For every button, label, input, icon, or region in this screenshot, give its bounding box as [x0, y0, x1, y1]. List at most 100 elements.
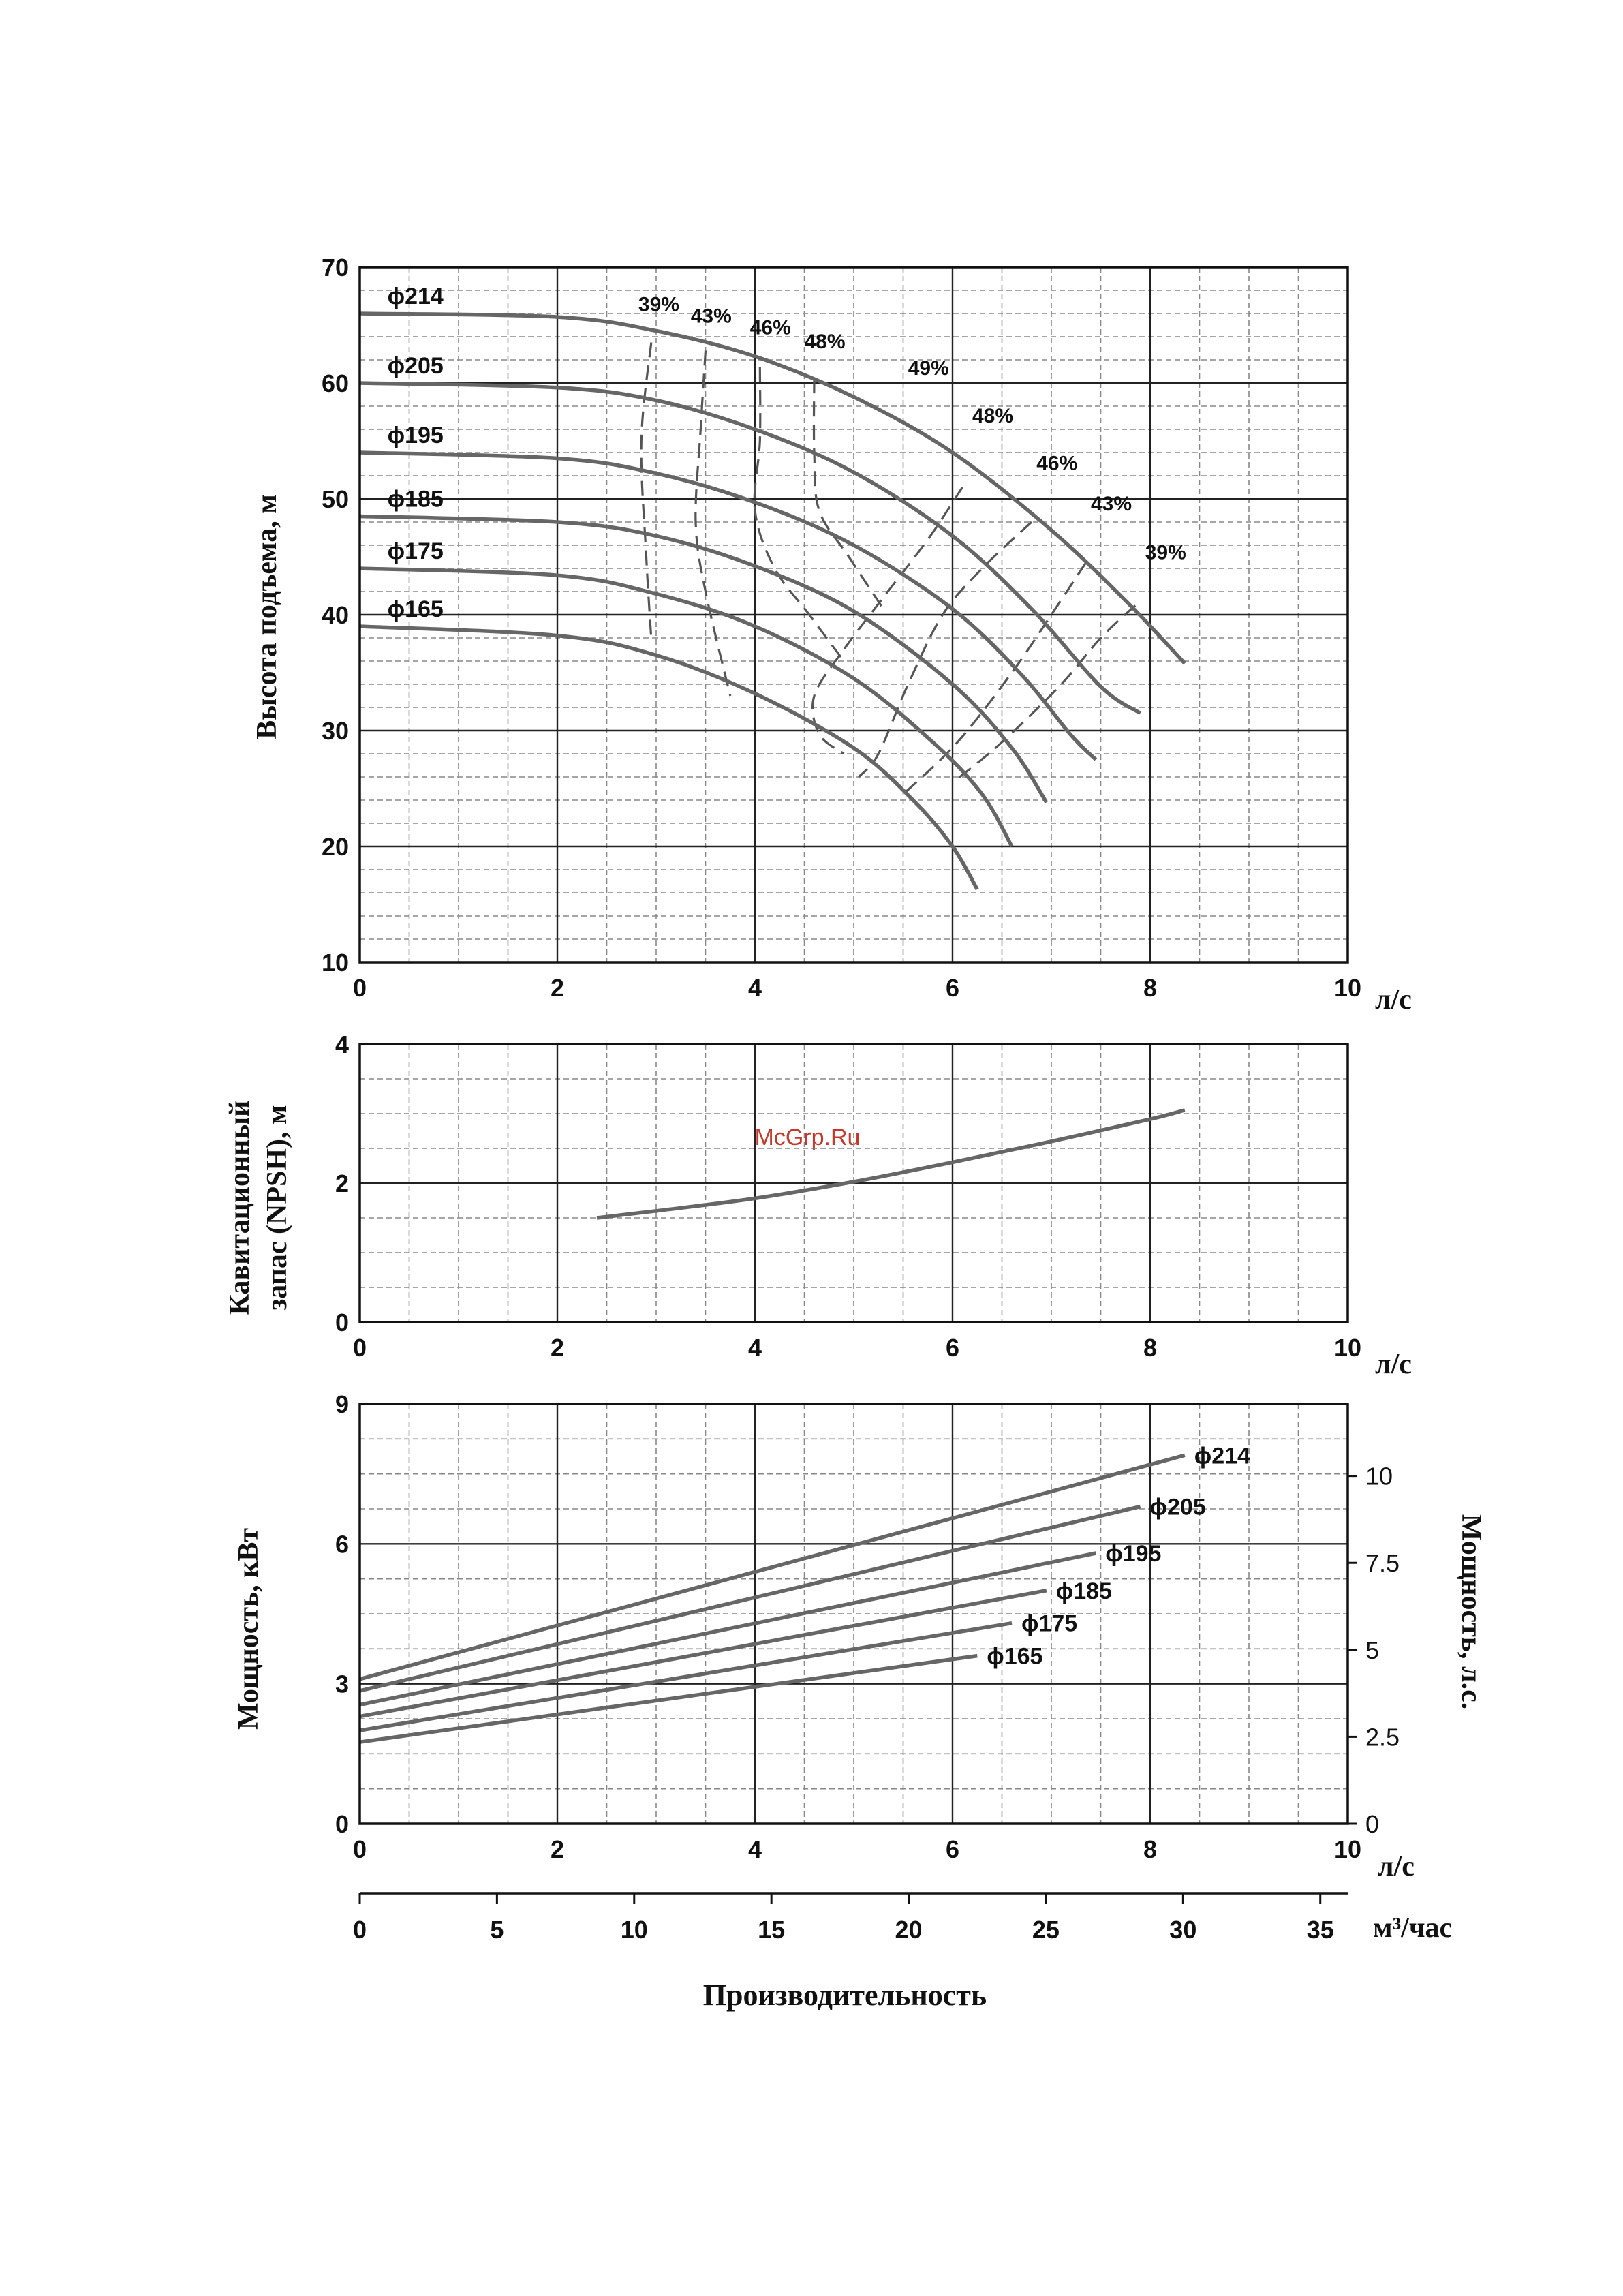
x-tick-label: 2: [551, 1334, 564, 1362]
power-series-label: ϕ205: [1150, 1495, 1206, 1520]
efficiency-line: [753, 367, 845, 662]
efficiency-line: [951, 604, 1137, 784]
right-y-tick-label: 10: [1365, 1463, 1393, 1490]
head-series-label: ϕ165: [388, 596, 444, 622]
head-chart: ϕ214 ϕ205 ϕ195 ϕ185 ϕ175 ϕ165 39% 43% 46% 48% 49% 4…: [251, 254, 1412, 1015]
power-curve: [359, 1589, 1047, 1719]
y-tick-label: 6: [335, 1530, 349, 1558]
y-tick-label: 0: [335, 1308, 349, 1336]
power-y-label: Мощность, кВт: [233, 1528, 264, 1730]
right-y-tick-label: 5: [1365, 1636, 1379, 1664]
m3h-tick-label: 5: [490, 1916, 504, 1944]
y-tick-label: 70: [322, 254, 349, 281]
y-tick-label: 2: [335, 1169, 349, 1197]
head-curve: [359, 566, 1014, 848]
efficiency-line: [902, 562, 1087, 795]
y-tick-label: 40: [322, 601, 349, 629]
plot-frame: [358, 266, 1349, 964]
efficiency-label: 43%: [691, 305, 732, 328]
head-curves: ϕ214 ϕ205 ϕ195 ϕ185 ϕ175 ϕ165 39% 43% 46% 48% 49% 4…: [359, 284, 1186, 891]
power-curve: [359, 1653, 978, 1744]
y-tick-label: 10: [322, 949, 349, 977]
x-tick-label: 0: [353, 1334, 367, 1362]
m3h-tick-label: 10: [621, 1916, 648, 1944]
m3h-tick-label: 25: [1032, 1916, 1060, 1944]
efficiency-label: 46%: [1036, 453, 1077, 475]
y-tick-label: 0: [335, 1810, 349, 1838]
x-axis-title: Производительность: [703, 1978, 987, 2012]
head-curve: [359, 624, 979, 891]
npsh-x-unit: л/с: [1375, 1349, 1412, 1380]
efficiency-label: 46%: [750, 317, 791, 339]
efficiency-line: [694, 350, 732, 697]
right-y-tick-label: 0: [1365, 1810, 1379, 1838]
head-grid: [358, 266, 1349, 964]
m3h-tick-label: 15: [758, 1916, 785, 1944]
power-curve: [359, 1621, 1013, 1732]
x-tick-label: 2: [551, 974, 564, 1002]
efficiency-label: 48%: [805, 331, 846, 353]
x-tick-label: 6: [946, 1334, 959, 1362]
y-tick-label: 3: [335, 1670, 349, 1698]
m3h-tick-label: 20: [895, 1916, 923, 1944]
power-x-unit: л/с: [1378, 1851, 1415, 1882]
x-tick-label: 8: [1143, 1334, 1157, 1362]
power-series-label: ϕ165: [987, 1644, 1042, 1670]
y-tick-label: 50: [322, 485, 349, 513]
head-axes: 0 2 4 6 8 10 10 20 30 40 50 60 70: [322, 254, 1361, 1002]
y-tick-label: 4: [335, 1030, 349, 1058]
head-series-label: ϕ214: [388, 284, 444, 309]
y-tick-label: 30: [322, 717, 349, 745]
plot-frame: [358, 1403, 1349, 1825]
head-curve: [359, 311, 1186, 665]
x-tick-label: 2: [551, 1835, 564, 1863]
efficiency-line: [640, 342, 653, 639]
power-series-label: ϕ195: [1105, 1541, 1161, 1567]
x-tick-label: 4: [748, 974, 762, 1002]
watermark: McGrp.Ru: [755, 1124, 861, 1150]
npsh-y-label-line1: Кавитационный: [224, 1101, 256, 1315]
plot-frame: [358, 1043, 1349, 1323]
y-tick-label: 9: [335, 1390, 349, 1418]
npsh-curve: [596, 1108, 1186, 1220]
head-series-label: ϕ185: [388, 487, 444, 512]
x-tick-label: 4: [748, 1334, 762, 1362]
power-series-label: ϕ175: [1021, 1611, 1077, 1637]
power-y-label-right: Мощность, л.с.: [1455, 1514, 1487, 1709]
power-curve: [359, 1453, 1186, 1681]
head-curve: [359, 450, 1098, 761]
npsh-chart: 0 2 4 6 8 10 0 2 4 л/с Кавитационный запас (NPSH…: [224, 1030, 1412, 1380]
m3h-axis: 0 5 10 15 20 25 30 35: [353, 1892, 1348, 1944]
head-curve: [359, 514, 1049, 803]
power-curve: [359, 1551, 1096, 1707]
y-tick-label: 60: [322, 369, 349, 397]
x-tick-label: 6: [946, 1835, 959, 1863]
npsh-curve: [596, 1108, 1186, 1220]
head-series-label: ϕ205: [388, 353, 444, 379]
y-tick-label: 20: [322, 833, 349, 861]
x-tick-label: 0: [353, 1835, 367, 1863]
right-y-tick-label: 7.5: [1365, 1549, 1400, 1577]
x-tick-label: 8: [1143, 1835, 1157, 1863]
efficiency-label: 43%: [1091, 493, 1132, 515]
efficiency-label: 39%: [638, 294, 679, 316]
power-curve: [359, 1504, 1141, 1693]
efficiency-line: [811, 487, 963, 755]
power-series-label: ϕ214: [1194, 1443, 1250, 1469]
m3h-unit: м³/час: [1373, 1912, 1452, 1944]
head-x-unit: л/с: [1375, 984, 1412, 1015]
x-tick-label: 0: [353, 974, 367, 1002]
x-tick-label: 10: [1334, 974, 1361, 1002]
power-series-label: ϕ185: [1056, 1578, 1112, 1604]
npsh-y-label-line2: запас (NPSH), м: [262, 1105, 293, 1310]
efficiency-label: 49%: [908, 357, 949, 380]
efficiency-label: 39%: [1145, 541, 1186, 564]
m3h-tick-label: 30: [1169, 1916, 1196, 1944]
npsh-axes: 0 2 4 6 8 10 0 2 4: [335, 1030, 1361, 1362]
head-series-label: ϕ195: [388, 423, 444, 448]
head-y-label: Высота подъема, м: [251, 494, 283, 739]
head-curve: [359, 381, 1142, 715]
x-tick-label: 6: [946, 974, 959, 1002]
